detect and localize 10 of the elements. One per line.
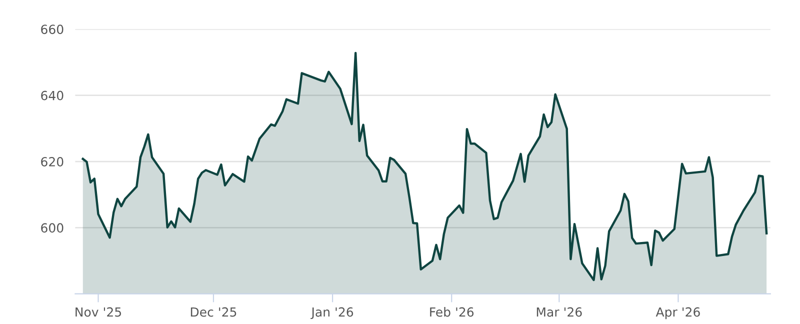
- x-tick-label: Mar '26: [536, 307, 582, 317]
- y-tick-label: 620: [41, 156, 64, 166]
- x-tick-label: Jan '26: [310, 307, 354, 320]
- x-tick-label: Dec '25: [190, 307, 236, 317]
- y-tick-label: 640: [41, 90, 64, 100]
- y-tick-label: 660: [41, 24, 64, 34]
- x-tick-label: Feb '26: [430, 307, 474, 317]
- y-tick-label: 600: [41, 223, 64, 233]
- x-tick-label: Nov '25: [76, 307, 122, 317]
- x-tick-label: Apr '26: [656, 307, 700, 320]
